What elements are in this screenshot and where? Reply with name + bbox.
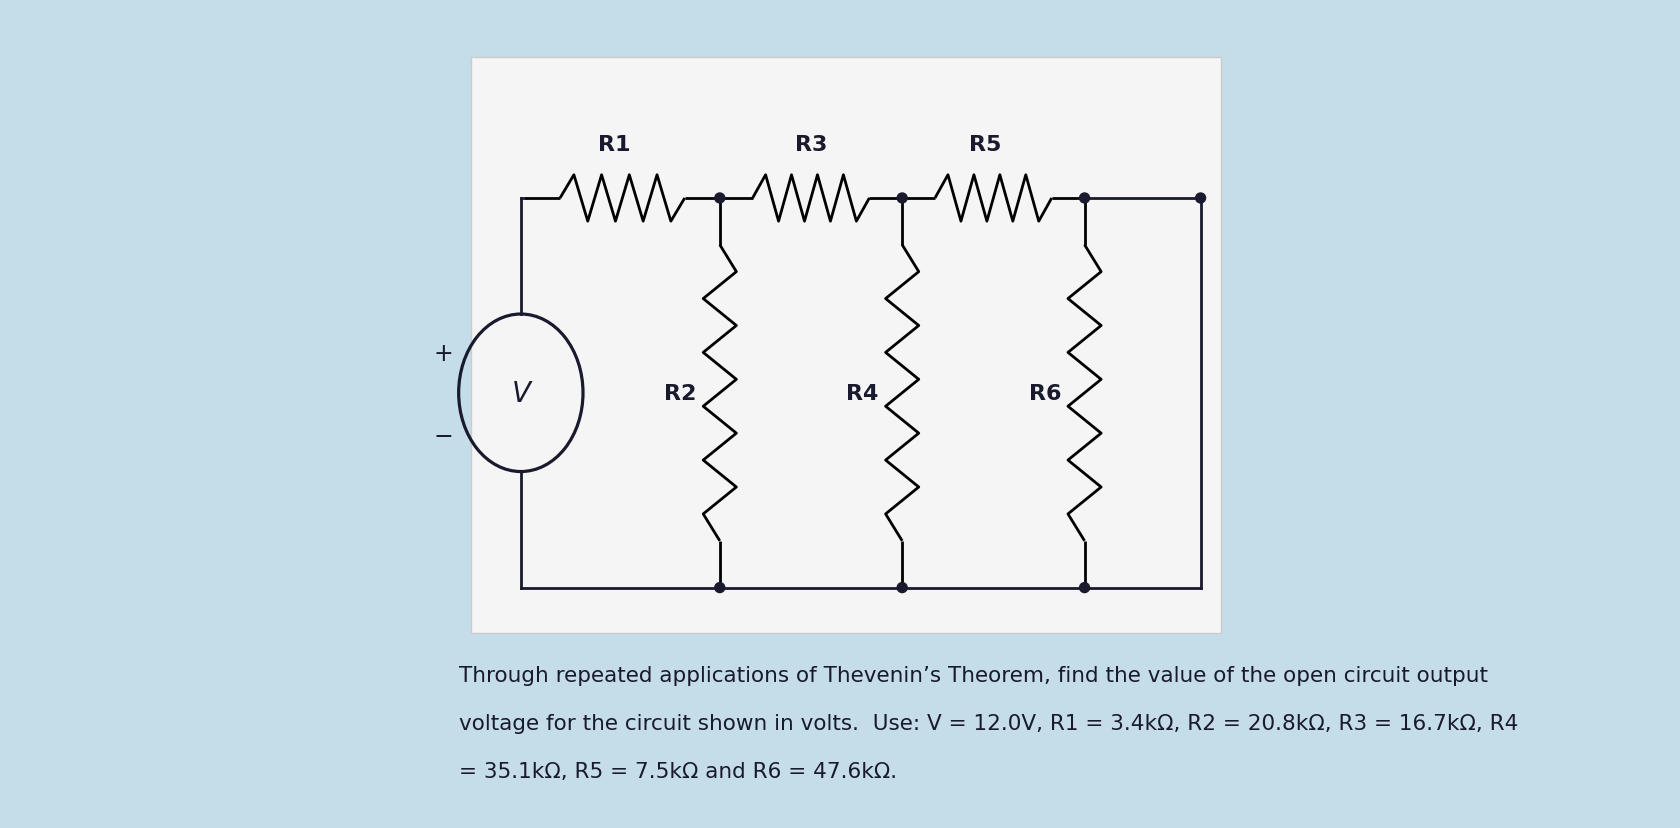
Text: R4: R4: [847, 383, 879, 403]
Circle shape: [714, 194, 724, 204]
Circle shape: [1080, 194, 1090, 204]
Circle shape: [897, 194, 907, 204]
Circle shape: [897, 583, 907, 593]
Circle shape: [714, 583, 724, 593]
Circle shape: [1080, 583, 1090, 593]
Text: R3: R3: [795, 135, 827, 155]
Text: R2: R2: [664, 383, 696, 403]
FancyBboxPatch shape: [470, 58, 1221, 633]
Text: R6: R6: [1028, 383, 1062, 403]
Text: +: +: [433, 342, 454, 366]
Text: −: −: [433, 425, 454, 449]
Text: = 35.1kΩ, R5 = 7.5kΩ and R6 = 47.6kΩ.: = 35.1kΩ, R5 = 7.5kΩ and R6 = 47.6kΩ.: [459, 761, 897, 781]
Text: R5: R5: [969, 135, 1001, 155]
Text: Through repeated applications of Thevenin’s Theorem, find the value of the open : Through repeated applications of Theveni…: [459, 665, 1488, 685]
Text: V: V: [511, 379, 531, 407]
Text: voltage for the circuit shown in volts.  Use: V = 12.0V, R1 = 3.4kΩ, R2 = 20.8kΩ: voltage for the circuit shown in volts. …: [459, 713, 1519, 733]
Text: R1: R1: [598, 135, 630, 155]
Circle shape: [1196, 194, 1206, 204]
